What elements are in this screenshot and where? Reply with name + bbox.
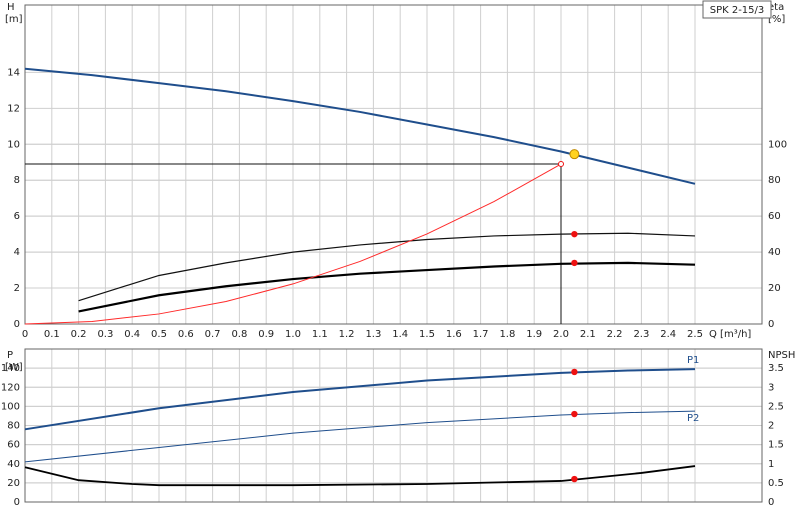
- y-tick-label: 120: [1, 382, 20, 393]
- y-axis-label: H: [7, 2, 15, 13]
- y2-tick-label: 80: [768, 175, 781, 186]
- x-tick-label: 2.0: [553, 329, 569, 340]
- curve-label: P2: [687, 413, 699, 424]
- x-tick-label: 1.7: [473, 329, 489, 340]
- point: [571, 230, 578, 238]
- y2-tick-label: 0: [768, 497, 774, 508]
- x-tick-label: 1.9: [526, 329, 542, 340]
- x-tick-label: 0.6: [178, 329, 194, 340]
- curve: [78, 232, 696, 302]
- y-tick-label: 20: [7, 478, 20, 489]
- y2-tick-label: 100: [768, 139, 787, 150]
- y-tick-label: 0: [14, 319, 20, 330]
- x-tick-label: 2.4: [660, 329, 676, 340]
- y2-tick-label: 2: [768, 421, 774, 432]
- y2-tick-label: 1: [768, 459, 774, 470]
- x-tick-label: 0.8: [231, 329, 247, 340]
- x-tick-label: 2.2: [607, 329, 623, 340]
- x-tick-label: 0.4: [124, 329, 140, 340]
- y-tick-label: 40: [7, 459, 20, 470]
- y-tick-label: 100: [1, 401, 20, 412]
- y-tick-label: 10: [7, 139, 20, 150]
- x-tick-label: 1.4: [392, 329, 408, 340]
- curve-label: P1: [687, 355, 699, 366]
- y-tick-label: 14: [7, 67, 20, 78]
- y2-axis-label: NPSH: [768, 350, 795, 361]
- x-tick-label: 1.1: [312, 329, 328, 340]
- x-tick-label: 2.5: [687, 329, 703, 340]
- x-tick-label: 1.0: [285, 329, 301, 340]
- y-tick-label: 12: [7, 103, 20, 114]
- point: [571, 410, 578, 418]
- x-tick-label: 0.2: [71, 329, 87, 340]
- y2-axis-label: eta: [768, 2, 784, 13]
- y-tick-label: 6: [14, 211, 20, 222]
- curve: [24, 465, 696, 487]
- chart-title: SPK 2-15/3: [710, 5, 765, 16]
- y-tick-label: 140: [1, 363, 20, 374]
- y-axis-unit: [m]: [5, 14, 23, 25]
- y-tick-label: 80: [7, 421, 20, 432]
- plot-frame: [24, 348, 763, 503]
- y-axis-unit: [W]: [5, 362, 23, 373]
- y2-tick-label: 1.5: [768, 440, 784, 451]
- x-tick-label: 1.6: [446, 329, 462, 340]
- x-tick-label: 1.8: [499, 329, 515, 340]
- y2-tick-label: 60: [768, 211, 781, 222]
- y-axis-label: P: [7, 350, 13, 361]
- x-tick-label: 2.3: [633, 329, 649, 340]
- y2-tick-label: 0.5: [768, 478, 784, 489]
- point: [571, 259, 578, 267]
- curve: [24, 67, 696, 185]
- x-tick-label: 0: [22, 329, 28, 340]
- x-tick-label: 1.5: [419, 329, 435, 340]
- duty-point: [558, 161, 564, 168]
- x-tick-label: 0.7: [205, 329, 221, 340]
- x-tick-label: 0.5: [151, 329, 167, 340]
- y-tick-label: 4: [14, 247, 20, 258]
- x-tick-label: 0.9: [258, 329, 274, 340]
- y2-axis-unit: [%]: [768, 14, 785, 25]
- y-tick-label: 8: [14, 175, 20, 186]
- y2-tick-label: 3.5: [768, 363, 784, 374]
- y2-tick-label: 0: [768, 319, 774, 330]
- x-tick-label: 2.1: [580, 329, 596, 340]
- curve: [24, 410, 696, 463]
- y2-tick-label: 40: [768, 247, 781, 258]
- curve: [24, 163, 562, 325]
- point: [571, 475, 578, 483]
- point: [571, 368, 578, 376]
- title-box: [702, 0, 772, 19]
- y-tick-label: 2: [14, 283, 20, 294]
- x-tick-label: 0.3: [97, 329, 113, 340]
- y-tick-label: 0: [14, 497, 20, 508]
- curve: [24, 368, 696, 431]
- x-axis-label: Q [m³/h]: [709, 329, 751, 340]
- y-tick-label: 60: [7, 440, 20, 451]
- x-tick-label: 1.3: [365, 329, 381, 340]
- y2-tick-label: 2.5: [768, 401, 784, 412]
- y2-tick-label: 3: [768, 382, 774, 393]
- curve: [78, 261, 696, 313]
- x-tick-label: 1.2: [339, 329, 355, 340]
- x-tick-label: 0.1: [44, 329, 60, 340]
- y2-tick-label: 20: [768, 283, 781, 294]
- point: [569, 149, 580, 160]
